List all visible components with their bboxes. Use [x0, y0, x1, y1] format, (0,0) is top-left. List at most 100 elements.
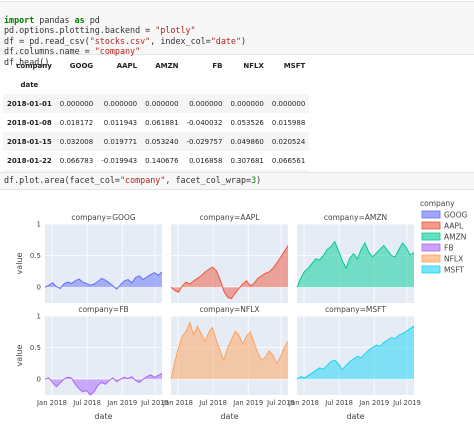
table-cell: 0.000000 — [103, 99, 138, 108]
x-axis-label: date — [220, 412, 238, 421]
x-tick-label: Jan 2019 — [232, 399, 263, 407]
table-cell: 0.000000 — [271, 99, 306, 108]
empty-header-cell — [97, 75, 141, 94]
code-line-3: df = pd.read_csv("stocks.csv", index_col… — [4, 36, 246, 46]
legend-swatch-goog[interactable] — [421, 210, 441, 219]
area-fill-amzn[interactable] — [297, 241, 414, 288]
table-cell: 0.053526 — [230, 118, 264, 127]
table-cell: -0.029757 — [186, 137, 223, 146]
facet-title: company=AAPL — [199, 213, 260, 222]
facet-title: company=FB — [78, 305, 128, 314]
legend-swatch-msft[interactable] — [421, 265, 441, 274]
area-line-nflx[interactable] — [170, 320, 289, 380]
code-string: "date" — [210, 35, 242, 46]
code-text: ) — [241, 35, 247, 46]
table-cell: 0.000000 — [59, 99, 94, 108]
area-line-aapl[interactable] — [170, 245, 289, 300]
area-fill-goog[interactable] — [45, 272, 162, 290]
table-row: 2018-01-15 0.032008 0.019771 0.053240 -0.029… — [3, 132, 310, 151]
area-line-msft[interactable] — [296, 325, 415, 380]
table-row: 2018-01-08 0.018172 0.011943 0.061881 -0.040… — [3, 113, 309, 132]
area-line-fb[interactable] — [44, 373, 163, 396]
code-text: df.plot.area(facet_col= — [4, 175, 120, 185]
table-row: 2018-01-22 0.066783 -0.019943 0.140676 0.016… — [3, 151, 309, 170]
area-line-goog[interactable] — [44, 271, 163, 290]
table-cell: 0.140676 — [145, 156, 179, 165]
code-cell-2[interactable]: df.plot.area(facet_col="company", facet_… — [0, 172, 474, 190]
table-cell: 0.015988 — [271, 118, 306, 127]
table-cell: 0.016858 — [189, 156, 223, 165]
table-cell: 0.018172 — [59, 118, 94, 127]
table-cell: 0.066561 — [271, 156, 306, 165]
empty-header-cell — [56, 75, 97, 94]
code-line-4: df.columns.name = "company" — [4, 46, 140, 56]
code-string: "company" — [119, 175, 166, 185]
code-text: pd — [84, 14, 100, 25]
legend-entry-goog: GOOG — [444, 211, 468, 220]
code-cell-2-source[interactable]: df.plot.area(facet_col="company", facet_… — [4, 175, 261, 186]
empty-header-cell — [183, 75, 227, 94]
x-tick-label: Jul 2018 — [72, 399, 101, 407]
keyword-import: import — [4, 14, 35, 25]
column-header: FB — [212, 61, 223, 70]
code-cell-1[interactable]: import pandas as pd pd.options.plotting.… — [0, 1, 474, 67]
table-cell: 0.049860 — [230, 137, 264, 146]
y-tick-label: 1 — [37, 221, 41, 229]
code-line-1: import pandas as pd — [4, 15, 100, 25]
table-cell: 0.011943 — [103, 118, 138, 127]
code-line-2: pd.options.plotting.backend = "plotly" — [4, 25, 196, 35]
x-tick-label: Jan 2019 — [358, 399, 389, 407]
table-cell: 0.000000 — [230, 99, 264, 108]
legend-entry-msft: MSFT — [444, 266, 464, 275]
legend-swatch-nflx[interactable] — [421, 254, 441, 263]
x-tick-label: Jan 2018 — [288, 399, 319, 407]
area-fill-msft[interactable] — [297, 326, 414, 380]
y-tick-label: 0.5 — [30, 252, 41, 260]
y-tick-label: 0 — [37, 376, 41, 384]
facet-title: company=MSFT — [325, 305, 386, 314]
table-index-name-row: date — [3, 75, 309, 94]
area-fill-nflx[interactable] — [171, 322, 288, 380]
code-string: "stocks.csv" — [89, 35, 151, 46]
y-axis-label: value — [15, 253, 24, 275]
area-fill-fb[interactable] — [45, 373, 162, 396]
column-header: AAPL — [116, 61, 138, 70]
table-cell: 0.019771 — [103, 137, 138, 146]
table-row: 2018-01-01 0.000000 0.000000 0.000000 0.0000… — [3, 94, 310, 113]
x-tick-label: Jan 2018 — [162, 399, 193, 407]
facet-area-chart[interactable]: company=GOOG company=AAPL company=AMZN comp… — [0, 196, 474, 426]
legend-swatch-fb[interactable] — [421, 243, 441, 252]
legend-swatch-aapl[interactable] — [421, 221, 441, 230]
code-cell-1-source[interactable]: import pandas as pd pd.options.plotting.… — [4, 4, 246, 68]
x-tick-label: Jul 2019 — [392, 399, 421, 407]
row-index-date: 2018-01-08 — [7, 118, 52, 127]
table-header-row: company GOOG AAPL AMZN FB NFLX MSFT — [3, 56, 309, 75]
x-tick-label: Jul 2019 — [266, 399, 295, 407]
legend-entry-nflx: NFLX — [444, 255, 463, 264]
column-header: MSFT — [283, 61, 306, 70]
table-cell: 0.053240 — [145, 137, 179, 146]
legend-entry-fb: FB — [444, 244, 453, 253]
y-axis-label: value — [15, 345, 24, 367]
y-tick-label: 1 — [37, 313, 41, 321]
y-tick-label: 0.5 — [30, 344, 41, 352]
table-cell: 0.020524 — [271, 137, 306, 146]
code-string: "company" — [94, 46, 141, 57]
area-line-amzn[interactable] — [296, 240, 415, 288]
x-tick-label: Jul 2019 — [140, 399, 169, 407]
empty-header-cell — [268, 75, 309, 94]
code-text: , facet_col_wrap= — [165, 175, 252, 185]
empty-header-cell — [141, 75, 182, 94]
facet-title: company=AMZN — [324, 213, 387, 222]
legend-entry-amzn: AMZN — [444, 233, 466, 242]
x-tick-label: Jul 2018 — [198, 399, 227, 407]
facet-title: company=GOOG — [71, 213, 135, 222]
column-header: AMZN — [155, 61, 179, 70]
index-name: date — [20, 80, 39, 89]
column-header: NFLX — [243, 61, 264, 70]
code-text: , index_col= — [150, 35, 211, 46]
code-text: df.head() — [4, 56, 50, 67]
x-axis-label: date — [94, 412, 112, 421]
legend-swatch-amzn[interactable] — [421, 232, 441, 241]
area-fill-aapl[interactable] — [171, 245, 288, 299]
